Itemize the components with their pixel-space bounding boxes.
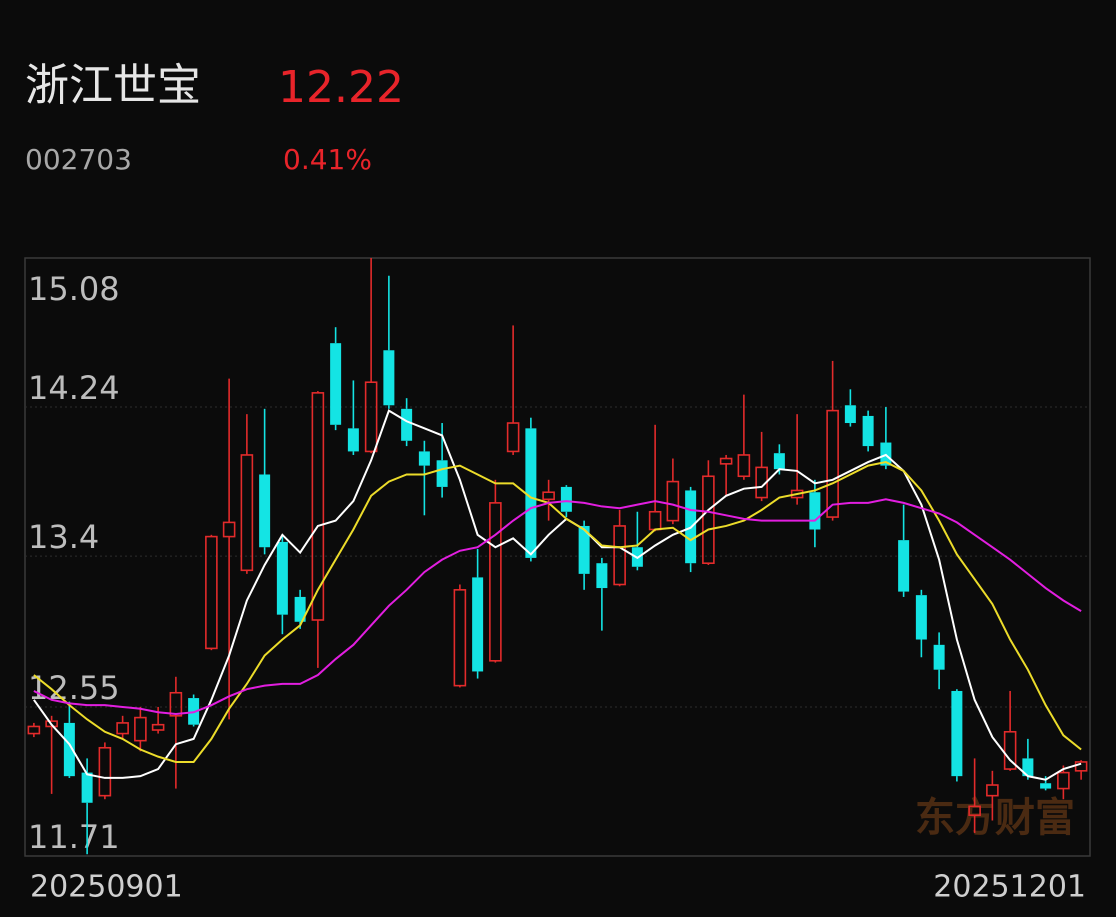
candle-body (489, 502, 502, 662)
candle-body (844, 405, 856, 424)
candle-body (915, 595, 927, 640)
candle-body (330, 343, 342, 425)
candle-body (418, 451, 430, 466)
chart-frame (24, 257, 1091, 857)
candle-body (898, 540, 910, 592)
candle-body (98, 746, 112, 797)
y-tick-label: 11.71 (28, 818, 120, 856)
candle-body (826, 409, 839, 518)
candle-body (134, 716, 147, 742)
candle-body (116, 722, 129, 735)
candle-body (542, 491, 555, 501)
candle-body (259, 474, 271, 548)
candle-body (347, 428, 359, 452)
candle-body (436, 460, 448, 487)
candle-body (472, 577, 484, 672)
candle-body (933, 644, 945, 670)
candle-body (809, 492, 821, 530)
candle-body (27, 725, 41, 735)
candle-body (401, 408, 413, 441)
watermark: 东方财富 (915, 795, 1075, 841)
candle-body (1003, 730, 1017, 770)
candle-body (222, 521, 236, 538)
moving-average-line (33, 461, 1082, 763)
stock-name: 浙江世宝 (25, 60, 201, 111)
candle-body (276, 541, 288, 615)
candle-body (1057, 771, 1070, 790)
stock-price: 12.22 (278, 62, 404, 113)
candle-body (240, 454, 254, 572)
candle-body (311, 392, 325, 621)
x-tick-label: 20250901 (30, 870, 183, 905)
candle-body (383, 350, 395, 406)
candle-body (364, 381, 378, 453)
candle-body (294, 596, 306, 622)
candle-body (986, 784, 999, 797)
candle-body (773, 453, 785, 470)
candle-body (790, 489, 804, 499)
candle-body (862, 415, 874, 447)
candle-body (506, 422, 520, 453)
candle-body (666, 480, 680, 522)
candle-body (63, 722, 75, 777)
y-tick-label: 12.55 (28, 669, 120, 707)
candle-body (951, 690, 963, 777)
y-tick-label: 15.08 (28, 270, 120, 308)
candle-body (560, 486, 572, 512)
candle-body (719, 457, 733, 465)
y-tick-label: 13.4 (28, 518, 99, 556)
candle-body (45, 720, 58, 728)
change-percent: 0.41% (283, 143, 372, 176)
candle-body (453, 589, 467, 687)
stock-code: 002703 (25, 143, 132, 176)
candle-body (205, 535, 218, 650)
candle-body (1040, 783, 1052, 789)
x-tick-label: 20251201 (933, 870, 1086, 905)
candle-body (1022, 758, 1034, 777)
candle-body (578, 525, 590, 574)
candle-body (151, 723, 165, 731)
candle-body (596, 563, 608, 589)
candle-body (81, 772, 93, 803)
moving-average-line (33, 498, 1082, 716)
candle-body (968, 805, 981, 816)
candle-body (702, 475, 715, 565)
candle-body (737, 454, 751, 478)
candle-body (525, 428, 537, 558)
y-tick-label: 14.24 (28, 369, 120, 407)
candle-body (613, 525, 626, 586)
candle-body (169, 691, 183, 717)
